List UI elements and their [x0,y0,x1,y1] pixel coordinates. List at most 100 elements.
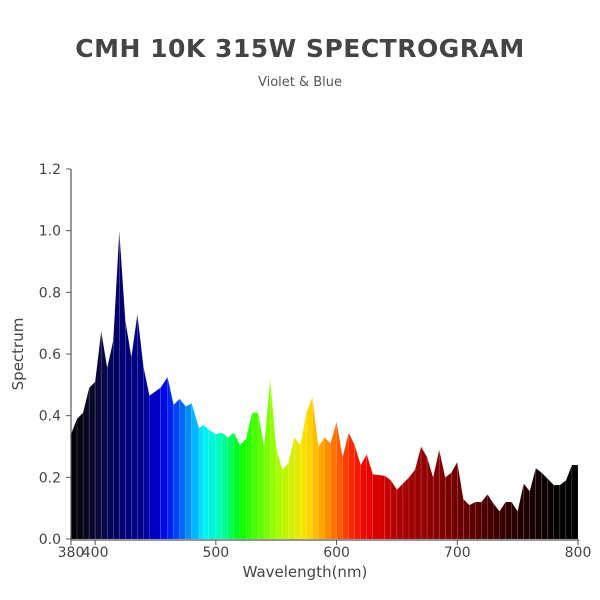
spectrum-segment [215,432,223,540]
spectrum-segment [191,403,200,540]
spectrum-segment [160,376,168,540]
spectrum-segment [360,453,368,540]
spectrum-segment [517,483,524,540]
x-tick-label: 700 [444,545,471,561]
spectrum-segment [493,502,500,540]
spectrum-segment [281,462,289,540]
spectrum-segment [179,397,186,540]
spectrum-segment [112,230,120,540]
spectrum-segment [100,330,108,540]
spectrum-segment [348,432,355,540]
spectrum-segment [203,424,209,540]
spectrum-segment [523,482,531,540]
spectrum-segment [106,340,114,540]
spectrum-segment [456,461,464,540]
y-tick-label: 0.2 [39,470,61,486]
spectrum-segment [438,449,446,540]
spectrum-segment [535,467,543,540]
spectrum-segment [294,436,301,540]
spectrum-segment [384,475,392,540]
spectrum-segment [336,421,343,540]
spectrum-segment [372,473,386,540]
y-ticks: 0.0 0.2 0.4 0.6 0.8 1.0 1.2 [39,162,71,548]
spectrum-segment [94,330,102,540]
x-tick-label: 600 [323,545,350,561]
spectrum-segment [553,484,561,540]
spectrum-segment [173,397,180,540]
spectrum-segment [88,381,96,540]
spectrum-segment [481,493,488,540]
spectrum-segment [420,445,428,540]
y-axis-label: Spectrum [9,318,27,391]
spectrum-segment [300,412,307,540]
spectrum-segment [137,313,144,540]
spectrum-segment [396,482,404,540]
spectrum-segment [318,436,325,540]
spectrum-segment [529,468,537,540]
spectrum-segment [354,444,362,540]
spectrum-segment [463,498,470,540]
spectrum-segment [312,397,319,540]
x-tick-label: 400 [82,545,109,561]
spectrum-segment [475,501,482,540]
spectrum-segment [198,424,205,540]
spectrum-segment [287,437,295,540]
y-tick-label: 1.0 [39,224,61,240]
spectrum-segment [263,378,271,540]
y-tick-label: 0.8 [39,285,61,301]
spectrum-segment [390,479,398,540]
spectrum-segment [118,230,126,540]
spectrum-segment [70,418,78,540]
x-axis-label: Wavelength(nm) [243,563,368,581]
spectrum-segment [559,479,567,540]
y-tick-label: 0.6 [39,347,61,363]
spectrum-segment [414,446,422,540]
spectrum-segment [342,432,349,540]
spectrum-segment [239,438,247,540]
spectrum-segment [227,432,235,540]
spectrum-segment [426,457,434,540]
chart-subtitle: Violet & Blue [257,75,343,90]
spectrum-segment [324,436,331,540]
spectrum-segment [185,402,193,540]
spectrum-area [70,230,579,540]
spectrum-segment [402,476,410,540]
spectrum-segment [257,412,265,540]
spectrum-segment [330,421,337,540]
spectrum-segment [366,454,374,540]
y-tick-label: 0.4 [39,409,61,425]
y-tick-label: 1.2 [39,162,61,178]
spectrum-segment [565,464,573,540]
spectrum-segment [571,464,579,540]
spectrum-segment [143,366,150,540]
spectrum-segment [245,412,253,540]
spectrum-segment [221,432,229,540]
x-tick-label: 380 [58,545,85,561]
spectrum-segment [269,378,277,540]
spectrum-segment [505,501,512,540]
y-tick-label: 0.0 [39,532,61,548]
spectrum-segment [432,449,440,540]
spectrum-segment [208,428,217,540]
spectrum-segment [149,387,161,540]
spectrum-segment [131,313,138,540]
chart-title: CMH 10K 315W SPECTROGRAM [75,34,525,63]
spectrum-segment [275,447,283,540]
spectrum-segment [233,432,241,540]
spectrum-segment [125,320,132,540]
spectrum-segment [76,411,84,540]
spectrum-segment [444,472,452,540]
spectrum-segment [541,471,549,540]
spectrum-segment [306,397,313,540]
x-tick-label: 500 [202,545,229,561]
spectrum-segment [82,387,90,540]
x-tick-label: 800 [565,545,592,561]
spectrum-segment [487,493,494,540]
spectrum-segment [408,468,416,540]
spectrum-segment [469,501,476,540]
spectrum-segment [499,500,506,540]
spectrum-segment [547,478,555,540]
spectrum-segment [450,460,458,540]
